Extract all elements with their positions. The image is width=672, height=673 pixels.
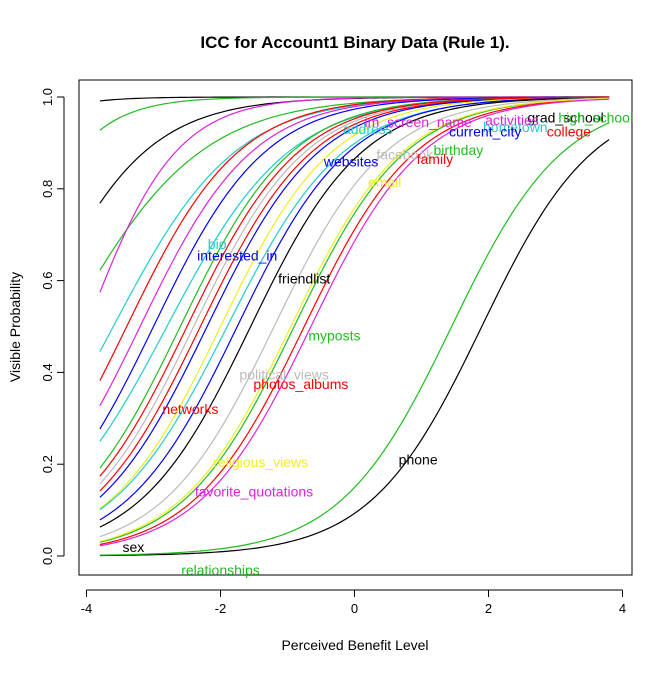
- y-tick-label: 0.2: [40, 455, 55, 473]
- curve-label-college: college: [547, 123, 592, 139]
- curve-label-interested-in: interested_in: [197, 247, 277, 263]
- curve-label-political-views: political_views: [239, 367, 328, 383]
- chart-title: ICC for Account1 Binary Data (Rule 1).: [200, 33, 509, 52]
- x-tick-label: 2: [485, 601, 492, 616]
- curve-label-facebook: facebook: [376, 146, 434, 162]
- y-tick-label: 0.4: [40, 363, 55, 381]
- curve-label-phone: phone: [399, 452, 438, 468]
- x-tick-label: 0: [351, 601, 358, 616]
- curve-label-relationships: relationships: [181, 562, 260, 578]
- curve-label-activities: activities: [485, 112, 539, 128]
- icc-curve-networks: [99, 96, 610, 477]
- curve-label-address: address: [343, 121, 393, 137]
- curve-label-photos-albums: photos_albums: [253, 376, 348, 392]
- icc-curve-friendlist: [99, 97, 610, 528]
- curve-label-high-school: high_school: [558, 110, 633, 126]
- icc-curve-political-views: [99, 97, 610, 538]
- icc-curve-phone: [99, 139, 610, 557]
- y-axis-label: Visible Probability: [7, 272, 23, 382]
- x-tick-label: 4: [619, 601, 626, 616]
- curve-label-family: family: [417, 151, 454, 167]
- curve-label-birthday: birthday: [433, 142, 483, 158]
- plot-frame: [78, 79, 633, 576]
- curve-label-websites: websites: [323, 153, 378, 169]
- curve-label-current-city: current_city: [449, 123, 521, 139]
- curve-label-favorite-quotations: favorite_quotations: [195, 484, 313, 500]
- curve-label-grad-school: grad_school: [527, 110, 603, 126]
- curve-label-email: email: [368, 174, 401, 190]
- curve-label-myposts: myposts: [308, 328, 360, 344]
- curve-label-hometown: hometown: [483, 119, 548, 135]
- y-tick-label: 1.0: [40, 88, 55, 106]
- icc-curve-email: [99, 96, 610, 510]
- icc-curve-photos-albums: [99, 98, 610, 546]
- x-tick-label: -4: [81, 601, 93, 616]
- x-tick-label: -2: [215, 601, 227, 616]
- curve-label-networks: networks: [162, 401, 218, 417]
- curves-layer: [99, 96, 610, 557]
- curve-label-bio: bio: [208, 236, 227, 252]
- curve-label-im-screen-name: im_screen_name: [364, 114, 472, 130]
- axes-layer: -4 -2 0 2 4 0.0 0.2 0.4 0.6 0.8 1.0: [40, 88, 626, 616]
- curve-label-religious-views: religious_views: [213, 454, 308, 470]
- icc-curve-favorite-quotations: [99, 98, 610, 547]
- x-axis-label: Perceived Benefit Level: [281, 637, 428, 653]
- y-tick-label: 0.0: [40, 547, 55, 565]
- icc-curve-address: [99, 96, 610, 442]
- icc-curve-phone-2: [99, 122, 610, 556]
- y-tick-label: 0.6: [40, 272, 55, 290]
- icc-curve-religious-views: [99, 97, 610, 543]
- curve-label-friendlist: friendlist: [278, 270, 330, 286]
- icc-curve-interested-in: [99, 96, 610, 521]
- y-tick-label: 0.8: [40, 180, 55, 198]
- curve-label-sex: sex: [123, 539, 145, 555]
